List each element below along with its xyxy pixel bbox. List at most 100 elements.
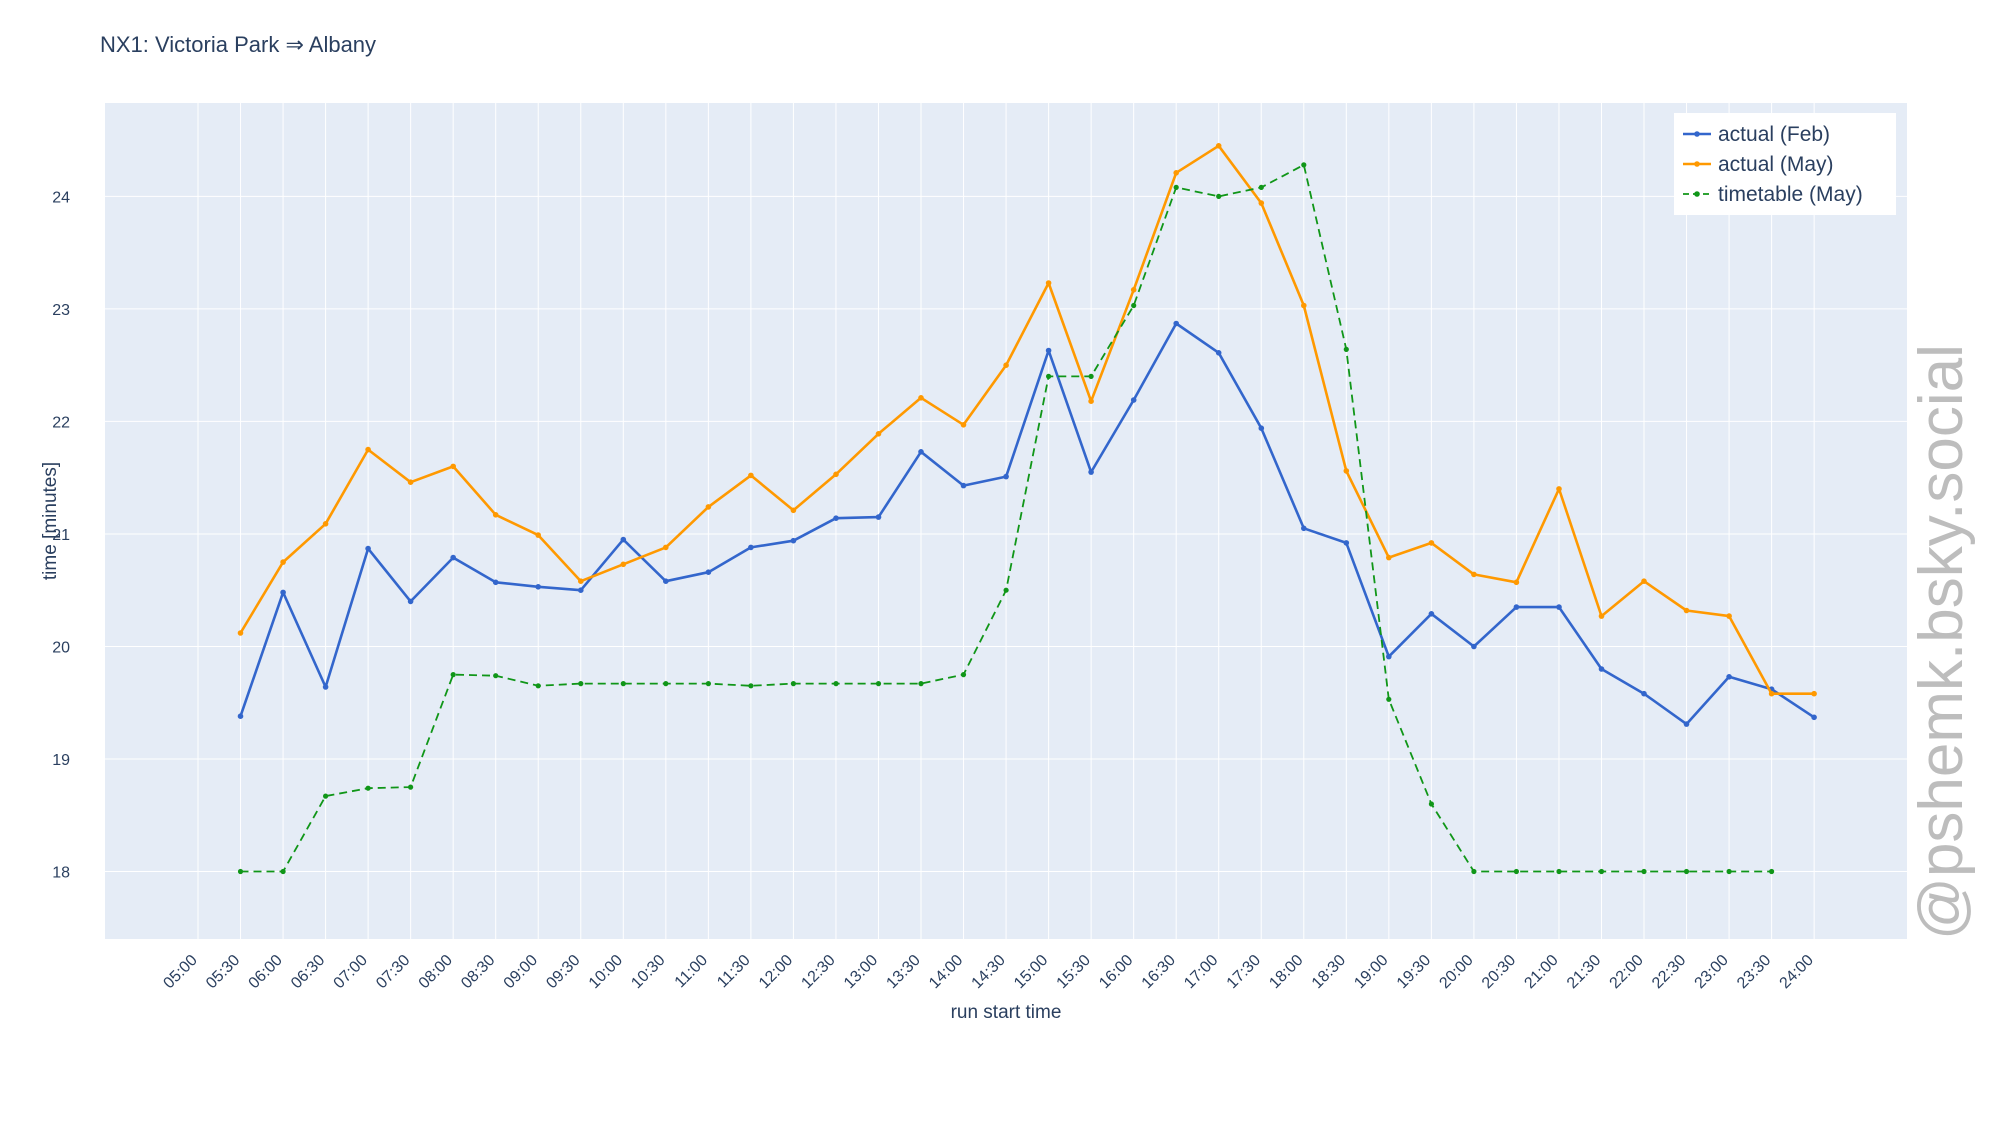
data-point: [237, 868, 244, 875]
data-point: [1811, 714, 1817, 721]
data-point: [1598, 868, 1605, 875]
legend-label: actual (May): [1718, 153, 1834, 176]
data-point: [323, 793, 329, 799]
x-tick-label: 16:30: [1139, 952, 1179, 992]
x-tick-label: 24:00: [1777, 952, 1817, 992]
x-tick-label: 20:00: [1436, 952, 1476, 992]
data-point: [322, 684, 329, 690]
data-point: [1428, 611, 1435, 617]
data-point: [1045, 280, 1052, 286]
x-axis-ticks: 05:00 05:30 06:00 06:30 07:00 07:30 08:00 08:30…: [160, 952, 1817, 992]
x-tick-label: 06:30: [288, 952, 328, 992]
data-point: [705, 569, 712, 575]
data-point: [1598, 613, 1605, 619]
data-point: [790, 681, 797, 687]
legend-label: actual (Feb): [1718, 123, 1830, 146]
x-tick-label: 18:30: [1309, 952, 1349, 992]
x-tick-label: 15:30: [1054, 952, 1094, 992]
data-point: [1046, 373, 1052, 379]
data-point: [1513, 579, 1520, 586]
x-tick-label: 07:30: [373, 952, 413, 992]
data-point: [1811, 690, 1817, 697]
data-point: [960, 482, 967, 489]
data-point: [1173, 320, 1179, 327]
data-point: [1683, 721, 1690, 727]
data-point: [1088, 398, 1094, 405]
data-point: [1088, 469, 1094, 475]
x-tick-label: 09:00: [501, 952, 541, 992]
data-point: [1683, 607, 1690, 614]
x-tick-label: 09:30: [543, 952, 583, 992]
legend-item[interactable]: actual (Feb): [1683, 123, 1830, 146]
data-point: [280, 589, 286, 596]
data-point: [578, 587, 584, 593]
series-2: [237, 162, 1775, 875]
data-point: [1386, 653, 1392, 660]
legend-marker: [1694, 191, 1700, 197]
data-point: [1216, 193, 1222, 199]
data-point: [1386, 554, 1392, 561]
data-point: [1769, 868, 1775, 875]
x-tick-label: 23:00: [1692, 952, 1732, 992]
legend-marker: [1694, 131, 1700, 137]
y-tick-label: 21: [52, 527, 70, 544]
y-axis-title: time [minutes]: [40, 462, 61, 580]
data-point: [535, 683, 541, 689]
data-point: [1130, 397, 1137, 403]
data-point: [1258, 184, 1264, 190]
data-point: [365, 446, 371, 453]
x-tick-label: 05:00: [160, 952, 200, 992]
data-point: [578, 578, 584, 584]
series-1: [237, 143, 1817, 697]
x-tick-label: 19:00: [1351, 952, 1391, 992]
x-tick-label: 10:30: [628, 952, 668, 992]
x-tick-label: 08:00: [416, 952, 456, 992]
data-point: [833, 471, 839, 478]
data-point: [492, 512, 499, 518]
data-point: [1003, 473, 1009, 480]
legend-item[interactable]: actual (May): [1683, 153, 1834, 176]
legend-label: timetable (May): [1718, 183, 1863, 206]
x-tick-label: 20:30: [1479, 952, 1519, 992]
data-point: [1343, 346, 1349, 352]
data-point: [1598, 666, 1605, 672]
data-point: [1428, 540, 1435, 546]
x-tick-label: 14:00: [926, 952, 966, 992]
data-point: [1003, 362, 1009, 369]
data-point: [1726, 868, 1732, 875]
data-point: [1513, 868, 1519, 875]
x-tick-label: 10:00: [586, 952, 626, 992]
data-point: [280, 559, 286, 565]
data-point: [875, 431, 882, 437]
data-point: [1726, 613, 1732, 619]
data-point: [1471, 868, 1477, 875]
x-tick-label: 15:00: [1011, 952, 1051, 992]
data-point: [1471, 643, 1477, 650]
data-point: [1301, 525, 1307, 532]
y-tick-label: 23: [52, 302, 70, 319]
chart-title: NX1: Victoria Park ⇒ Albany: [100, 32, 376, 57]
x-tick-label: 21:00: [1521, 952, 1561, 992]
data-point: [365, 785, 371, 791]
legend[interactable]: actual (Feb) actual (May) timetable (May): [1674, 113, 1896, 215]
data-point: [918, 395, 924, 401]
data-point: [833, 515, 839, 521]
data-point: [875, 681, 882, 687]
data-point: [748, 544, 754, 551]
data-point: [1386, 696, 1392, 702]
x-tick-label: 05:30: [203, 952, 243, 992]
x-tick-label: 22:00: [1607, 952, 1647, 992]
y-axis-ticks: 18 19 20 21 22 23 24: [52, 189, 70, 881]
data-point: [1301, 302, 1307, 309]
data-point: [663, 544, 669, 551]
data-point: [280, 868, 286, 875]
x-tick-label: 06:00: [246, 952, 286, 992]
x-tick-label: 07:00: [331, 952, 371, 992]
series-line: [239, 322, 1815, 726]
legend-item[interactable]: timetable (May): [1683, 183, 1863, 206]
y-tick-label: 19: [52, 752, 70, 769]
data-point: [1003, 587, 1009, 593]
data-point: [1641, 690, 1647, 697]
data-point: [918, 449, 924, 455]
